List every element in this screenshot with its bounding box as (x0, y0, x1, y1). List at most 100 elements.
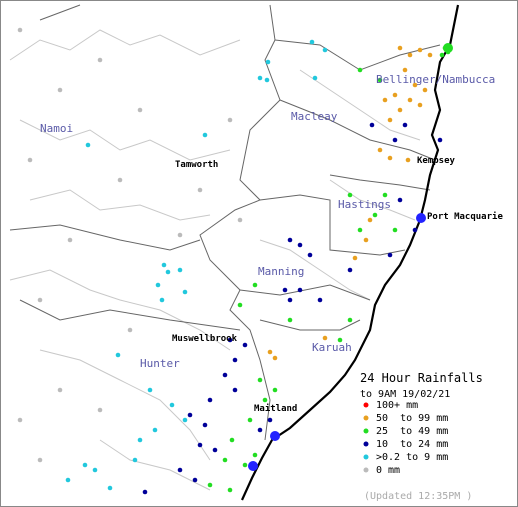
rain-gauge (137, 107, 143, 113)
rain-gauge (147, 387, 153, 393)
rain-gauge (317, 297, 323, 303)
rain-gauge (207, 482, 213, 488)
legend-swatch (363, 428, 369, 434)
rain-gauge (37, 297, 43, 303)
catchment-boundaries (9, 4, 441, 441)
rain-gauge (257, 75, 263, 81)
rain-gauge (182, 417, 188, 423)
town-label: Tamworth (175, 160, 218, 170)
rain-gauge (202, 132, 208, 138)
rain-gauge (369, 122, 375, 128)
rain-gauge (17, 27, 23, 33)
legend-subtitle: to 9AM 19/02/21 (360, 389, 450, 400)
rain-gauge (127, 327, 133, 333)
rain-gauge (65, 477, 71, 483)
rain-gauge (27, 157, 33, 163)
rain-gauge (229, 437, 235, 443)
rain-gauge (357, 67, 363, 73)
rain-gauge (222, 457, 228, 463)
legend-label: 50 to 99 mm (376, 413, 448, 424)
rain-gauge (197, 187, 203, 193)
rain-gauge (115, 352, 121, 358)
rain-gauge (397, 45, 403, 51)
rain-gauge (392, 137, 398, 143)
rain-gauge (405, 157, 411, 163)
rain-gauge (237, 217, 243, 223)
rain-gauge (85, 142, 91, 148)
rain-gauge (363, 237, 369, 243)
rain-gauge (347, 267, 353, 273)
legend-swatch (363, 402, 369, 408)
rain-gauge (309, 39, 315, 45)
rain-gauge (222, 372, 228, 378)
rain-gauge (242, 342, 248, 348)
rain-gauge (57, 87, 63, 93)
rain-gauge (257, 427, 263, 433)
rain-gauge (159, 297, 165, 303)
rain-gauges (17, 27, 453, 495)
rain-gauge (282, 287, 288, 293)
rain-gauge (82, 462, 88, 468)
rain-gauge (252, 282, 258, 288)
rain-gauge (182, 289, 188, 295)
rain-gauge (387, 252, 393, 258)
rain-gauge (412, 82, 418, 88)
rain-gauge (287, 297, 293, 303)
rain-gauge (57, 387, 63, 393)
region-label: Hunter (140, 357, 180, 370)
rain-gauge (337, 337, 343, 343)
rain-cluster (270, 431, 280, 441)
rain-gauge (397, 197, 403, 203)
rain-cluster (248, 461, 258, 471)
region-label: Bellinger/Nambucca (376, 73, 495, 86)
rain-gauge (67, 237, 73, 243)
rain-gauge (227, 487, 233, 493)
legend-label: 0 mm (376, 465, 400, 476)
rain-gauge (177, 467, 183, 473)
rain-gauge (137, 437, 143, 443)
rain-gauge (382, 192, 388, 198)
rain-gauge (192, 477, 198, 483)
rain-gauge (177, 232, 183, 238)
legend: 100+ mm 50 to 99 mm 25 to 49 mm 10 to 24 mm… (363, 400, 448, 476)
legend-label: >0.2 to 9 mm (376, 452, 448, 463)
rain-gauge (232, 357, 238, 363)
rain-cluster (416, 213, 426, 223)
rain-gauge (387, 117, 393, 123)
town-label: Port Macquarie (427, 211, 503, 222)
rain-gauge (142, 489, 148, 495)
rain-gauge (347, 192, 353, 198)
rain-gauge (392, 227, 398, 233)
rain-gauge (387, 155, 393, 161)
rain-gauge (242, 462, 248, 468)
region-label: Namoi (40, 122, 73, 135)
rain-gauge (267, 349, 273, 355)
rain-gauge (117, 177, 123, 183)
rain-gauge (377, 77, 383, 83)
rain-gauge (264, 77, 270, 83)
rain-gauge (287, 237, 293, 243)
rain-gauge (207, 397, 213, 403)
rain-gauge (177, 267, 183, 273)
rain-cluster (443, 43, 453, 53)
rain-gauge (97, 57, 103, 63)
rain-gauge (252, 452, 258, 458)
town-label: Muswellbrook (172, 334, 238, 344)
rain-gauge (407, 97, 413, 103)
rain-gauge (37, 457, 43, 463)
legend-swatch (363, 441, 369, 447)
rain-gauge (107, 485, 113, 491)
region-label: Hastings (338, 198, 391, 211)
legend-swatch (363, 454, 369, 460)
rain-gauge (272, 355, 278, 361)
rain-gauge (439, 52, 445, 58)
legend-label: 25 to 49 mm (376, 426, 448, 437)
region-label: Karuah (312, 341, 352, 354)
rain-gauge (17, 417, 23, 423)
rain-gauge (417, 47, 423, 53)
rain-gauge (197, 442, 203, 448)
rivers (9, 29, 421, 491)
coastline (240, 4, 460, 501)
